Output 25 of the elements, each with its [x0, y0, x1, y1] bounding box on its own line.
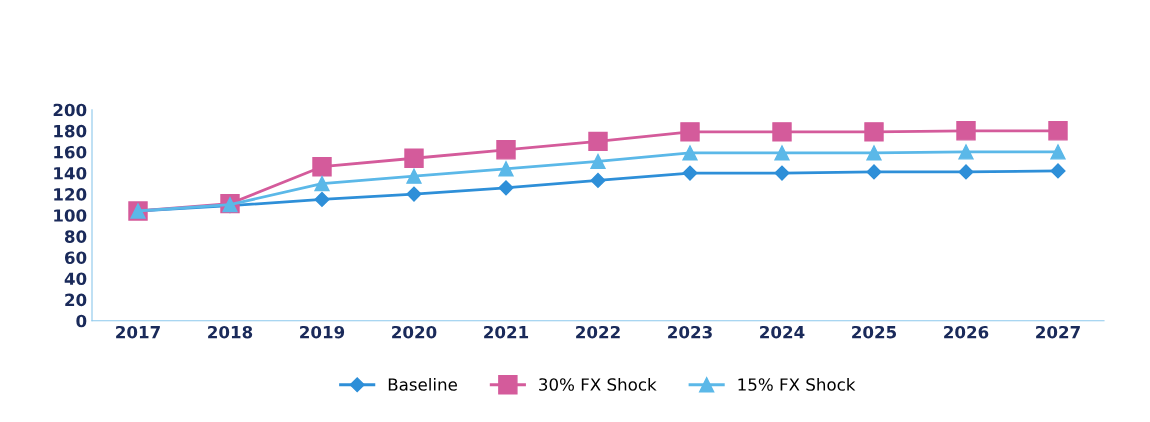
y-tick-label: 120 — [54, 188, 87, 201]
y-tick-label: 100 — [54, 209, 87, 222]
y-tick-label: 180 — [54, 124, 87, 138]
y-tick-label: 20 — [65, 293, 87, 307]
x-tick-label: 2027 — [1036, 325, 1080, 339]
x-tick-label: 2019 — [300, 325, 345, 339]
legend-label: 15% FX Shock — [738, 377, 856, 391]
x-tick-label: 2020 — [392, 325, 437, 339]
y-tick-label: 140 — [54, 166, 87, 180]
x-tick-label: 2025 — [852, 325, 897, 339]
x-tick-label: 2023 — [668, 325, 712, 339]
legend-label: 30% FX Shock — [539, 377, 657, 391]
y-tick-label: 80 — [64, 230, 87, 243]
x-tick-label: 2026 — [944, 325, 989, 339]
y-tick-label: 160 — [54, 145, 87, 159]
y-tick-label: 40 — [64, 272, 87, 286]
legend-label: Baseline — [388, 377, 457, 391]
y-tick-label: 200 — [53, 103, 87, 117]
x-tick-label: 2022 — [576, 325, 620, 339]
x-tick-label: 2018 — [208, 325, 253, 339]
y-tick-label: 0 — [76, 314, 87, 328]
x-tick-label: 2024 — [760, 325, 805, 339]
x-tick-label: 2017 — [116, 325, 160, 339]
x-tick-label: 2021 — [484, 325, 529, 339]
y-tick-label: 60 — [64, 251, 87, 264]
